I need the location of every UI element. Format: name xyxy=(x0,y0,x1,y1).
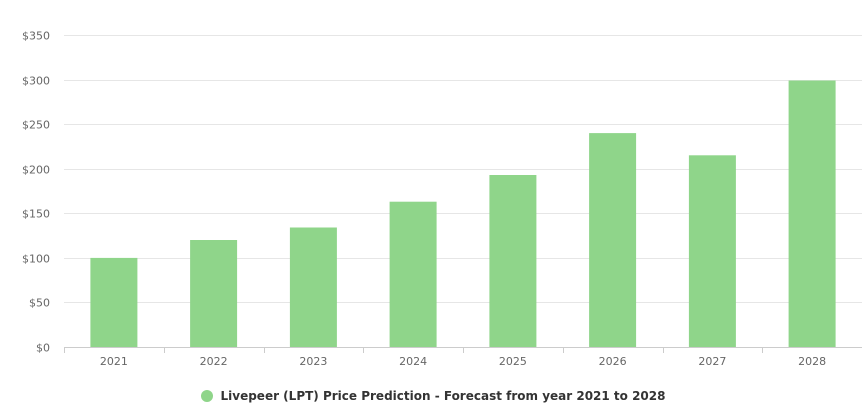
x-tick-label: 2021 xyxy=(100,355,128,368)
y-tick-label: $250 xyxy=(22,119,50,132)
x-tick-label: 2023 xyxy=(299,355,327,368)
x-tick-label: 2026 xyxy=(599,355,627,368)
x-tick-label: 2022 xyxy=(200,355,228,368)
bar-2027[interactable] xyxy=(688,155,736,347)
y-tick-label: $50 xyxy=(29,297,50,310)
y-tick-label: $350 xyxy=(22,30,50,43)
bar-2026[interactable] xyxy=(589,133,637,347)
bar-2021[interactable] xyxy=(90,257,138,347)
bar-2023[interactable] xyxy=(289,227,337,348)
legend-marker-icon xyxy=(200,390,213,402)
bar-2024[interactable] xyxy=(389,201,437,347)
y-tick-label: $100 xyxy=(22,253,50,266)
y-axis-ticks: $0 $50 $100 $150 $200 $250 $300 $350 xyxy=(22,30,50,355)
y-tick-label: $0 xyxy=(36,342,50,355)
bar-2025[interactable] xyxy=(489,175,537,347)
bar-2028[interactable] xyxy=(788,80,836,348)
legend-label: Livepeer (LPT) Price Prediction - Foreca… xyxy=(220,389,666,403)
x-tick-label: 2028 xyxy=(798,355,826,368)
legend[interactable]: Livepeer (LPT) Price Prediction - Foreca… xyxy=(0,386,866,406)
bar-2022[interactable] xyxy=(190,240,238,347)
x-tick-label: 2024 xyxy=(399,355,427,368)
y-tick-label: $300 xyxy=(22,75,50,88)
y-tick-label: $150 xyxy=(22,208,50,221)
x-tick-label: 2027 xyxy=(698,355,726,368)
bars xyxy=(90,80,836,348)
x-axis-ticks: 2021 2022 2023 2024 2025 2026 2027 2028 xyxy=(64,347,826,368)
y-tick-label: $200 xyxy=(22,164,50,177)
gridlines xyxy=(64,35,862,348)
x-tick-label: 2025 xyxy=(499,355,527,368)
